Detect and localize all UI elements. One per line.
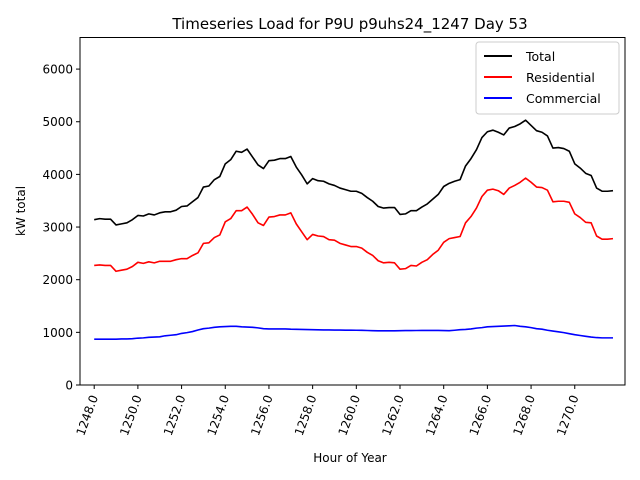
x-tick-label: 1254.0 [205,393,233,437]
x-tick-label: 1260.0 [336,393,364,437]
y-tick-label: 2000 [42,273,73,287]
x-tick-label: 1252.0 [161,393,189,437]
y-axis-label: kW total [14,186,28,236]
x-tick-label: 1250.0 [117,393,145,437]
x-tick-label: 1266.0 [467,393,495,437]
y-tick-label: 4000 [42,168,73,182]
legend-label-residential: Residential [526,70,595,85]
x-axis: 1248.0 1250.0 1252.0 1254.0 1256.0 1258.0 1260… [73,385,582,437]
legend-label-total: Total [525,49,555,64]
series-line-total [94,119,614,226]
plot-frame [79,37,626,386]
chart-title: Timeseries Load for P9U p9uhs24_1247 Day… [171,15,527,34]
y-tick-label: 6000 [42,63,73,77]
y-axis: 0 1000 2000 3000 4000 5000 6000 [42,63,80,393]
x-tick-label: 1262.0 [379,393,407,437]
x-tick-label: 1256.0 [248,393,276,437]
legend-box [475,41,620,115]
x-tick-label: 1248.0 [73,393,101,437]
x-tick-label: 1270.0 [554,393,582,437]
y-tick-label: 1000 [42,326,73,340]
y-tick-label: 3000 [42,221,73,235]
legend-label-commercial: Commercial [526,91,601,106]
plot-lines [94,119,614,340]
legend: Total Residential Commercial [475,41,620,115]
x-tick-label: 1264.0 [423,393,451,437]
series-line-commercial [94,324,613,340]
y-tick-label: 5000 [42,115,73,129]
x-tick-label: 1268.0 [510,393,538,437]
series-line-residential [94,177,614,273]
y-tick-label: 0 [65,379,73,393]
x-axis-label: Hour of Year [313,451,387,465]
x-tick-label: 1258.0 [292,393,320,437]
